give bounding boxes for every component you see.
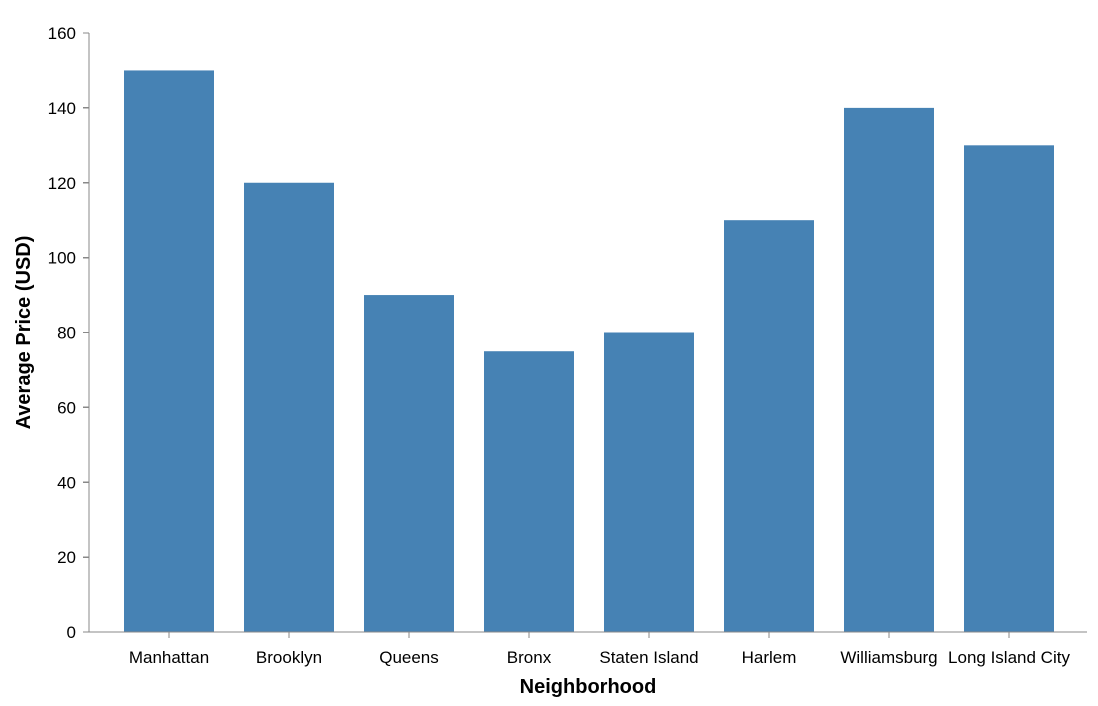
bar-staten-island <box>604 332 694 632</box>
x-tick-label: Long Island City <box>948 648 1070 667</box>
bar-harlem <box>724 220 814 632</box>
x-tick-label: Queens <box>379 648 439 667</box>
y-tick-label: 80 <box>57 324 76 343</box>
bar-queens <box>364 295 454 632</box>
y-tick-label: 140 <box>48 99 76 118</box>
y-tick-label: 40 <box>57 473 76 492</box>
y-tick-label: 160 <box>48 24 76 43</box>
y-tick-label: 120 <box>48 174 76 193</box>
y-tick-label: 100 <box>48 249 76 268</box>
x-tick-label: Williamsburg <box>840 648 937 667</box>
x-tick-label: Manhattan <box>129 648 209 667</box>
x-tick-label: Brooklyn <box>256 648 322 667</box>
y-tick-label: 20 <box>57 548 76 567</box>
x-tick-label: Bronx <box>507 648 552 667</box>
bar-manhattan <box>124 70 214 632</box>
x-axis-title: Neighborhood <box>520 676 657 698</box>
bar-williamsburg <box>844 107 934 632</box>
y-axis: 0 20 40 60 80 100 120 140 160 <box>48 24 90 642</box>
x-tick-label: Staten Island <box>599 648 698 667</box>
y-tick-label: 60 <box>57 398 76 417</box>
bar-long-island-city <box>964 145 1054 632</box>
x-axis: Manhattan Brooklyn Queens Bronx Staten Islan… <box>89 631 1087 667</box>
y-tick-label: 0 <box>67 623 76 642</box>
bars-layer <box>124 70 1054 632</box>
bar-bronx <box>484 351 574 632</box>
bar-brooklyn <box>244 182 334 632</box>
y-axis-title: Average Price (USD) <box>13 236 35 430</box>
x-tick-label: Harlem <box>742 648 797 667</box>
